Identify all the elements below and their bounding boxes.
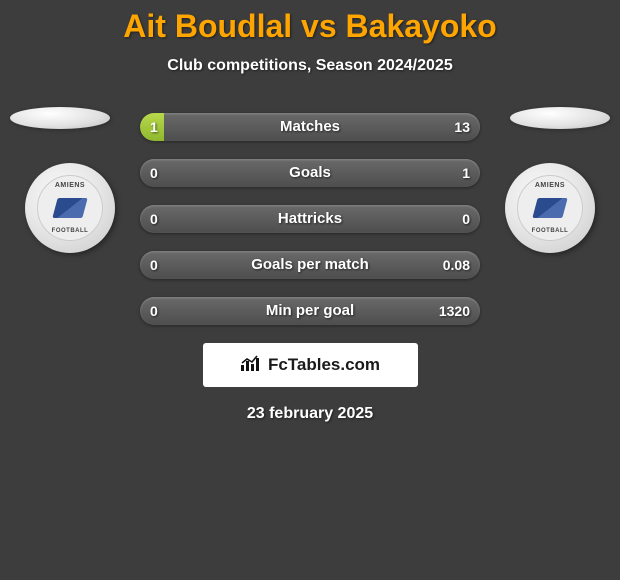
branding-text: FcTables.com bbox=[268, 355, 380, 375]
comparison-panel: AMIENS FOOTBALL AMIENS FOOTBALL 1Matches… bbox=[0, 113, 620, 423]
club-badge-left: AMIENS FOOTBALL bbox=[25, 163, 115, 253]
stat-value-right: 1 bbox=[462, 159, 470, 187]
club-mark-icon bbox=[52, 198, 87, 218]
stat-label: Matches bbox=[140, 113, 480, 141]
stat-label: Min per goal bbox=[140, 297, 480, 325]
club-sub-left: FOOTBALL bbox=[52, 228, 89, 234]
stat-bar: 0Hattricks0 bbox=[140, 205, 480, 233]
stat-label: Goals per match bbox=[140, 251, 480, 279]
stat-value-right: 13 bbox=[454, 113, 470, 141]
club-name-left: AMIENS bbox=[55, 182, 85, 189]
snapshot-date: 23 february 2025 bbox=[0, 405, 620, 423]
club-name-right: AMIENS bbox=[535, 182, 565, 189]
stat-label: Hattricks bbox=[140, 205, 480, 233]
club-mark-icon bbox=[532, 198, 567, 218]
chart-icon bbox=[240, 354, 262, 377]
branding-box[interactable]: FcTables.com bbox=[203, 343, 418, 387]
page-title: Ait Boudlal vs Bakayoko bbox=[0, 0, 620, 45]
stat-bar: 1Matches13 bbox=[140, 113, 480, 141]
stat-value-right: 1320 bbox=[439, 297, 470, 325]
club-crest-right: AMIENS FOOTBALL bbox=[517, 175, 583, 241]
stat-bars: 1Matches130Goals10Hattricks00Goals per m… bbox=[140, 113, 480, 325]
page-subtitle: Club competitions, Season 2024/2025 bbox=[0, 57, 620, 75]
player-left-photo-placeholder bbox=[10, 107, 110, 129]
stat-bar: 0Goals1 bbox=[140, 159, 480, 187]
stat-value-right: 0 bbox=[462, 205, 470, 233]
club-sub-right: FOOTBALL bbox=[532, 228, 569, 234]
stat-bar: 0Goals per match0.08 bbox=[140, 251, 480, 279]
stat-bar: 0Min per goal1320 bbox=[140, 297, 480, 325]
club-crest-left: AMIENS FOOTBALL bbox=[37, 175, 103, 241]
player-right-photo-placeholder bbox=[510, 107, 610, 129]
stat-label: Goals bbox=[140, 159, 480, 187]
club-badge-right: AMIENS FOOTBALL bbox=[505, 163, 595, 253]
stat-value-right: 0.08 bbox=[443, 251, 470, 279]
